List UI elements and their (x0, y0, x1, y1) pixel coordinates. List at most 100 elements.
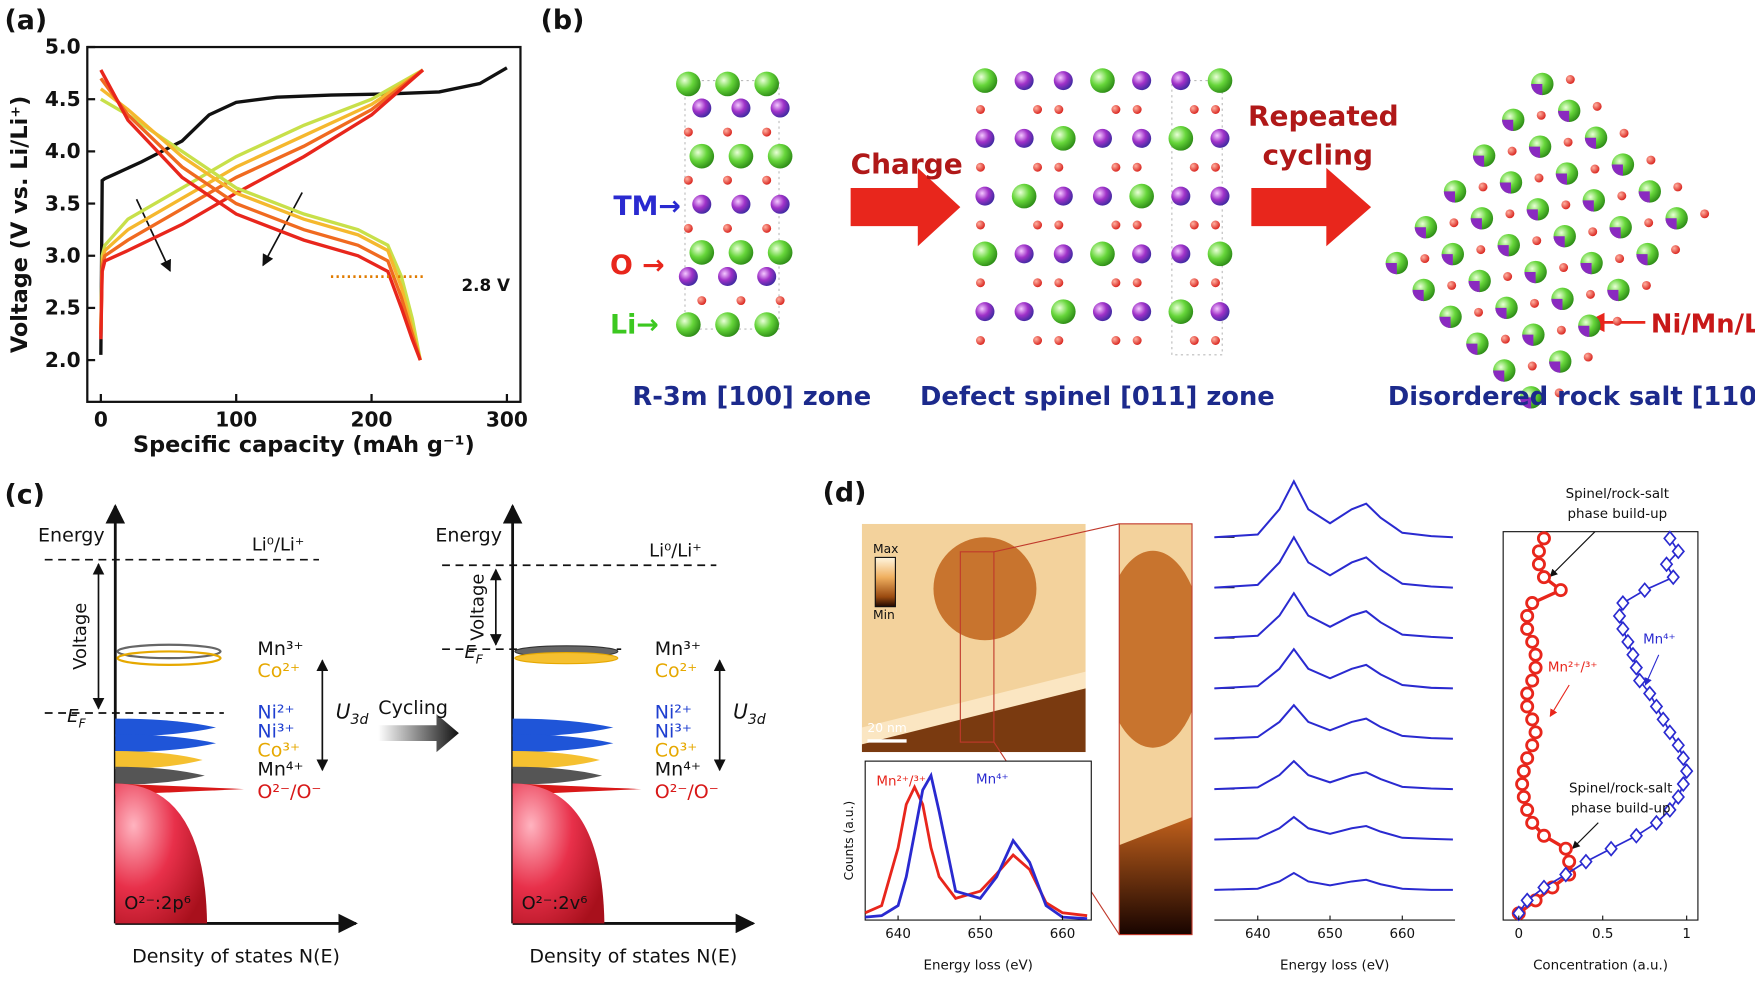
point (1629, 659, 1643, 676)
atom-o (762, 127, 772, 137)
subscript: F (476, 652, 484, 667)
x-tick-label: 650 (1317, 927, 1343, 942)
atom-o (1033, 105, 1043, 114)
band (115, 751, 203, 769)
zoom-line (993, 523, 1120, 553)
point (1649, 814, 1664, 831)
point (1559, 866, 1573, 883)
x-tick-label: 660 (1389, 927, 1415, 942)
point (1536, 531, 1551, 546)
atom-o (1536, 110, 1546, 120)
atom-o (1211, 278, 1220, 288)
o-band (512, 783, 605, 924)
atom-li (1050, 299, 1076, 324)
main-text: U (336, 700, 351, 724)
spectrum (1214, 815, 1453, 841)
point (1579, 853, 1593, 870)
atom-mixed-tm (1549, 361, 1561, 373)
atom-o (1054, 162, 1064, 172)
atom-o (1617, 191, 1627, 201)
atom-o (1476, 245, 1486, 255)
point (1537, 879, 1551, 896)
point (1632, 672, 1647, 689)
point (1562, 854, 1577, 869)
atom-o (1671, 245, 1681, 255)
x-tick-label: 640 (1245, 927, 1271, 942)
point (1629, 827, 1643, 844)
x-axis-label: Specific capacity (mAh g⁻¹) (133, 432, 475, 458)
atom-mixed-tm (1611, 164, 1623, 176)
atom-tm (975, 128, 995, 148)
spectrum (1214, 535, 1453, 589)
atom-mixed-tm (1522, 334, 1534, 346)
atom-mixed-tm (1499, 182, 1512, 194)
atom-o (1420, 254, 1430, 264)
annotation-arrow (1549, 531, 1596, 577)
point (1531, 557, 1546, 572)
level-label: Ni³⁺ (257, 721, 294, 743)
atom-o (1507, 146, 1517, 156)
atom-o (1189, 105, 1199, 114)
x-tick-label: 100 (215, 407, 257, 431)
x-axis-label: Concentration (a.u.) (1533, 958, 1668, 973)
atom-o (1054, 278, 1064, 288)
x-axis-label: Density of states N(E) (529, 946, 737, 968)
atom-o (1559, 263, 1569, 273)
level-label: Co³⁺ (257, 740, 300, 762)
main-text: U (733, 700, 748, 724)
atom-mixed-tm (1551, 298, 1563, 311)
callout-label: Ni/Mn/Li (1651, 309, 1755, 339)
atom-o (1474, 307, 1484, 317)
band (115, 718, 217, 737)
atom-mixed-tm (1472, 155, 1485, 167)
atom-o (1527, 361, 1537, 371)
atom-o (1189, 220, 1199, 230)
atom-li (689, 143, 715, 169)
atom-mixed-tm (1555, 173, 1567, 185)
point (1671, 788, 1685, 806)
point (1528, 725, 1543, 740)
point (1520, 608, 1535, 623)
atom-li (754, 312, 780, 337)
colorbar-label: Min (873, 608, 895, 622)
atom-li (728, 240, 754, 265)
atom-o (1054, 336, 1064, 345)
x-axis-label: Energy loss (eV) (1280, 958, 1389, 973)
x-tick-label: 640 (885, 927, 911, 942)
atom-o (1588, 227, 1598, 237)
x-tick-label: 0 (94, 407, 108, 431)
atom-li (767, 143, 793, 169)
atom-mixed-tm (1638, 191, 1650, 203)
point (1520, 751, 1535, 766)
y-tick-label: 3.5 (45, 191, 81, 215)
level-label: O²⁻/O⁻ (257, 781, 321, 803)
atom-o (1033, 162, 1043, 172)
atom-tm (1053, 71, 1073, 91)
atom-mixed-tm (1580, 263, 1592, 275)
atom-o (723, 175, 732, 185)
atom-tm (692, 194, 712, 214)
level-label: Co²⁺ (655, 660, 698, 682)
atom-o (1673, 182, 1683, 192)
atom-o (1592, 101, 1602, 111)
atom-tm (731, 98, 751, 118)
atom-tm (1171, 186, 1191, 206)
atom-tm (770, 194, 790, 214)
state (514, 651, 619, 665)
atom-tm (770, 98, 790, 118)
atom-o (1563, 137, 1573, 147)
atom-li (728, 143, 754, 169)
band-label: O²⁻:2p⁶ (124, 893, 191, 914)
atom-mixed-tm (1665, 218, 1677, 230)
atom-li (1011, 183, 1037, 209)
point (1553, 583, 1568, 598)
point (1525, 634, 1540, 649)
atom-o (1505, 209, 1515, 219)
atom-o (1211, 105, 1220, 114)
atom-mixed-tm (1497, 245, 1509, 257)
atom-mixed-tm (1439, 316, 1451, 328)
atom-o (1478, 182, 1488, 192)
point (1525, 738, 1540, 753)
atom-tm (1132, 71, 1152, 91)
